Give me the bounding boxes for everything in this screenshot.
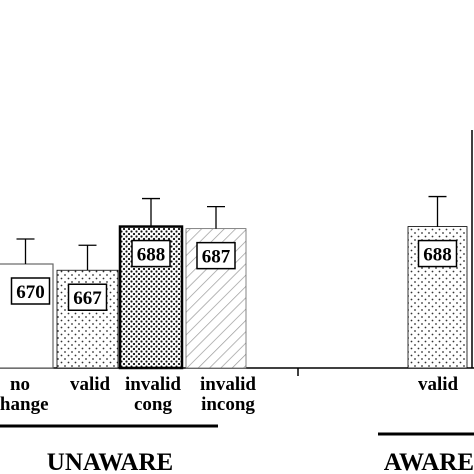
value-label-box (67, 283, 108, 311)
category-label: incong (201, 394, 255, 415)
value-label: 687 (202, 247, 231, 268)
value-label-box (196, 241, 236, 270)
category-label: invalid (200, 374, 256, 395)
category-label: valid (70, 374, 111, 395)
category-label: no (10, 374, 30, 395)
group-label: UNAWARE (47, 449, 173, 474)
value-label-box (10, 277, 51, 305)
category-label: invalid (125, 374, 181, 395)
group-label: AWARE (384, 449, 474, 474)
category-label: change (0, 394, 49, 415)
category-label: cong (134, 394, 173, 415)
value-label-box (131, 239, 171, 268)
value-label: 688 (423, 245, 452, 266)
category-label: valid (418, 374, 459, 395)
value-label: 670 (16, 282, 45, 303)
bar (185, 228, 247, 369)
value-label: 688 (137, 245, 166, 266)
value-label-box (417, 239, 458, 268)
value-label: 667 (73, 288, 102, 309)
